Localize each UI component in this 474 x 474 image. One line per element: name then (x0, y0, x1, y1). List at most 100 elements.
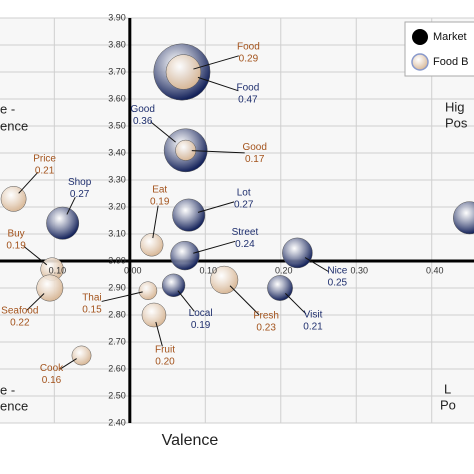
leader-line (193, 55, 239, 70)
bubble-label: Seafood (1, 306, 38, 317)
quadrant-label: L (444, 381, 451, 396)
legend-swatch (411, 53, 429, 71)
bubble-value-label: 0.47 (238, 95, 258, 106)
bubble-label: Local (189, 308, 213, 319)
bubble-value-label: 0.21 (303, 322, 323, 333)
y-tick-label: 3.60 (108, 93, 126, 103)
bubble-value-label: 0.36 (133, 116, 153, 127)
y-tick-label: 2.80 (108, 309, 126, 319)
x-tick-label: 0.00 (124, 265, 142, 275)
bubble-label: Buy (7, 229, 24, 240)
bubble-value-label: 0.16 (42, 375, 62, 386)
y-tick-label: 3.90 (108, 12, 126, 22)
bubble-value-label: 0.29 (239, 54, 259, 65)
y-tick-label: 3.40 (108, 147, 126, 157)
y-tick-label: 3.50 (108, 120, 126, 130)
bubble-value-label: 0.21 (35, 166, 55, 177)
bubble (71, 345, 92, 366)
bubble-value-label: 0.24 (235, 239, 255, 250)
quadrant-label: Hig (445, 99, 465, 114)
bubble-label: Good (242, 142, 266, 153)
bubble (165, 54, 202, 90)
bubble (140, 233, 164, 257)
quadrant-label: ence (0, 118, 28, 133)
y-tick-label: 3.20 (108, 201, 126, 211)
bubble (141, 302, 167, 328)
quadrant-label: e - (0, 382, 15, 397)
bubble-label: Shop (68, 177, 92, 188)
leader-line (101, 291, 143, 302)
leader-line (66, 196, 76, 215)
leader-line (59, 358, 77, 370)
bubble-value-label: 0.25 (328, 278, 348, 289)
quadrant-label: ence (0, 398, 28, 413)
legend-swatch (412, 29, 428, 45)
bubble (170, 240, 200, 271)
y-tick-label: 2.60 (108, 363, 126, 373)
y-tick-label: 3.30 (108, 174, 126, 184)
bubble-label: Food (237, 83, 260, 94)
y-tick-label: 3.70 (108, 66, 126, 76)
bubble (0, 186, 27, 212)
quadrant-label: Pos (445, 115, 468, 130)
bubble-label: Visit (304, 310, 323, 321)
x-tick-label: 0.10 (200, 265, 218, 275)
y-tick-label: 3.10 (108, 228, 126, 238)
bubble (282, 237, 313, 269)
leader-line (197, 201, 235, 213)
bubble-value-label: 0.27 (70, 189, 90, 200)
x-axis-label: Valence (162, 432, 219, 449)
x-tick-label: 0.10 (49, 265, 67, 275)
y-tick-label: 2.50 (108, 390, 126, 400)
bubble-label: Nice (327, 266, 347, 277)
bubble-value-label: 0.19 (150, 196, 170, 207)
y-tick-label: 2.40 (108, 417, 126, 427)
leader-line (197, 76, 239, 92)
bubble (161, 273, 186, 297)
quadrant-label: e - (0, 101, 15, 116)
bubble-label: Street (232, 227, 259, 238)
leader-line (152, 205, 159, 239)
x-tick-label: 0.20 (275, 265, 293, 275)
bubble-label: Cook (40, 363, 64, 374)
bubble-label: Fresh (253, 311, 279, 322)
y-tick-label: 2.90 (108, 282, 126, 292)
bubble-value-label: 0.15 (82, 304, 102, 315)
legend-label: Market (433, 31, 467, 43)
bubble-label: Fruit (155, 345, 175, 356)
bubble-value-label: 0.20 (155, 357, 175, 368)
bubble-label: Good (130, 104, 154, 115)
bubble-value-label: 0.23 (256, 323, 276, 334)
leader-line (18, 171, 39, 194)
bubble (46, 206, 80, 240)
bubble (453, 201, 474, 235)
x-tick-label: 0.40 (426, 265, 444, 275)
bubble-label: Price (33, 154, 56, 165)
leader-line (191, 150, 245, 154)
x-tick-label: 0.30 (350, 265, 368, 275)
leader-line (26, 293, 45, 311)
bubble-value-label: 0.27 (234, 200, 254, 211)
bubble-label: Thai (82, 292, 101, 303)
y-tick-label: 3.80 (108, 39, 126, 49)
y-tick-label: 3.00 (108, 255, 126, 265)
leader-line (285, 292, 307, 315)
leader-line (150, 121, 176, 143)
leader-line (193, 240, 236, 254)
legend-label: Food B (433, 56, 468, 68)
bubble-value-label: 0.19 (6, 241, 26, 252)
leader-line (23, 245, 48, 266)
quadrant-label: Po (440, 397, 456, 412)
leader-line (304, 257, 330, 273)
leader-line (229, 285, 260, 316)
bubble-label: Lot (237, 188, 251, 199)
bubble (138, 281, 158, 300)
bubble (172, 198, 206, 232)
leader-line (177, 290, 195, 312)
bubble-value-label: 0.17 (245, 154, 265, 165)
y-tick-label: 2.70 (108, 336, 126, 346)
bubble-label: Food (237, 42, 260, 53)
bubble-value-label: 0.22 (10, 318, 30, 329)
bubble-value-label: 0.19 (191, 320, 211, 331)
